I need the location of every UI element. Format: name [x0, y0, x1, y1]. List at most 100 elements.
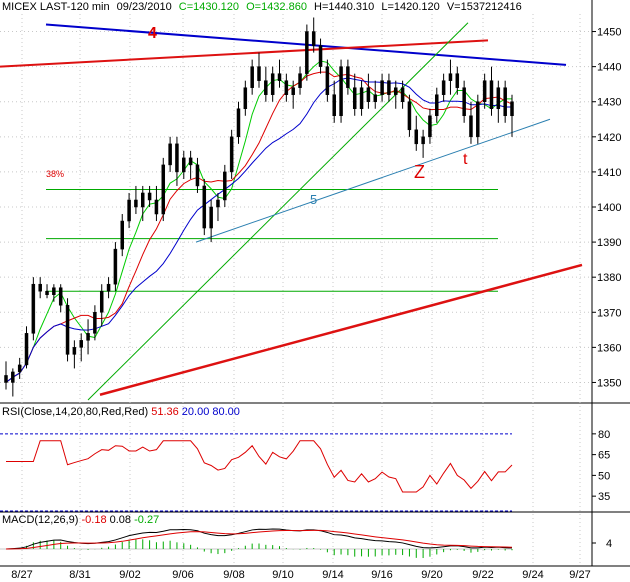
candle-body — [106, 283, 111, 292]
candle-body — [99, 290, 104, 313]
candle-body — [236, 108, 241, 138]
candle-body — [373, 94, 377, 102]
candle-body — [250, 66, 254, 88]
price-tick-label: 1390 — [597, 237, 621, 249]
candle-body — [394, 87, 398, 95]
candle-body — [72, 347, 77, 355]
macd-tick-label: 4 — [606, 538, 612, 550]
ma-mid-line — [5, 71, 513, 383]
candle-body — [346, 66, 350, 88]
candle-body — [113, 248, 118, 285]
candle-body — [52, 287, 56, 295]
time-tick-label: 9/20 — [421, 569, 442, 581]
candle-body — [489, 80, 494, 109]
wave-5-line — [195, 118, 551, 243]
candle-body — [264, 80, 268, 95]
time-tick-label: 9/08 — [223, 569, 244, 581]
candle-body — [400, 87, 405, 102]
candle-body — [58, 287, 63, 306]
candle-body — [339, 66, 343, 117]
candle-body — [134, 199, 138, 208]
date-label: 09/23/2010 — [116, 1, 172, 13]
chart-header: MICEX LAST-120 min 09/23/2010 C=1430.120… — [2, 1, 526, 13]
wave-t-label: t — [463, 151, 468, 168]
ma-slow-line — [5, 77, 512, 383]
candle-body — [182, 157, 186, 173]
candle-body — [93, 312, 97, 334]
candle-body — [496, 87, 501, 109]
time-tick-label: 9/14 — [322, 569, 343, 581]
candle-body — [435, 94, 439, 117]
candle-body — [318, 45, 323, 67]
candle-body — [209, 206, 213, 229]
time-tick-label: 9/22 — [472, 569, 493, 581]
wave-4-label: 4 — [148, 25, 157, 42]
candle-body — [154, 199, 159, 215]
candle-body — [188, 157, 193, 166]
candle-body — [482, 80, 487, 102]
candle-body — [332, 94, 336, 117]
candle-body — [79, 340, 83, 348]
price-tick-label: 1420 — [597, 132, 621, 144]
candle-body — [195, 164, 200, 187]
candle-body — [216, 199, 220, 208]
price-tick-label: 1430 — [597, 97, 621, 109]
candle-body — [503, 87, 507, 117]
candle-body — [141, 192, 145, 208]
fib-38-label: 38% — [46, 169, 64, 179]
candle-body — [86, 333, 90, 341]
candle-body — [243, 87, 248, 109]
candle-body — [476, 101, 480, 138]
price-tick-label: 1360 — [597, 342, 621, 354]
candle-body — [31, 283, 36, 334]
time-tick-label: 9/02 — [119, 569, 140, 581]
time-tick-label: 9/24 — [522, 569, 543, 581]
candle-body — [462, 87, 466, 117]
candle-body — [120, 220, 124, 250]
candle-body — [229, 136, 234, 173]
candle-body — [4, 375, 8, 383]
price-tick-label: 1410 — [597, 167, 621, 179]
candle-body — [448, 73, 453, 81]
candle-body — [407, 101, 412, 131]
rsi-tick-label: 35 — [598, 491, 610, 503]
time-tick-label: 9/16 — [371, 569, 392, 581]
wave-5-label: 5 — [310, 192, 317, 207]
green-channel-line — [87, 22, 469, 401]
candle-body — [65, 305, 70, 355]
price-tick-label: 1350 — [597, 377, 621, 389]
volume-value: V=1537212416 — [446, 1, 522, 13]
macd-value: -0.18 — [81, 514, 107, 526]
hist-value: -0.27 — [134, 514, 160, 526]
candle-body — [38, 283, 42, 292]
candle-body — [352, 87, 357, 109]
close-value: C=1430.120 — [178, 1, 240, 13]
rsi-label: RSI(Close,14,20,80,Red,Red) — [2, 406, 149, 418]
rsi-upper: 80.00 — [212, 406, 240, 418]
rsi-tick-label: 65 — [598, 450, 610, 462]
candle-body — [325, 66, 330, 95]
candle-body — [284, 80, 289, 95]
candle-body — [441, 80, 446, 95]
candle-body — [359, 87, 364, 109]
price-tick-label: 1380 — [597, 272, 621, 284]
candle-body — [291, 87, 295, 95]
candle-body — [428, 115, 432, 138]
symbol-label: MICEX LAST-120 min — [2, 1, 110, 13]
candle-body — [414, 129, 419, 145]
candle-body — [45, 290, 49, 295]
ma-fast-line — [5, 60, 512, 383]
time-tick-label: 8/27 — [11, 569, 32, 581]
macd-header: MACD(12,26,9) -0.18 0.08 -0.27 — [2, 514, 159, 526]
candle-body — [17, 364, 22, 373]
candle-body — [455, 73, 460, 88]
candle-body — [387, 80, 391, 95]
candle-body — [421, 136, 425, 145]
price-tick-label: 1400 — [597, 202, 621, 214]
time-tick-label: 8/31 — [69, 569, 90, 581]
candle-body — [270, 73, 275, 95]
candle-body — [127, 199, 131, 222]
macd-signal-line — [5, 529, 513, 550]
low-value: L=1420.120 — [381, 1, 440, 13]
